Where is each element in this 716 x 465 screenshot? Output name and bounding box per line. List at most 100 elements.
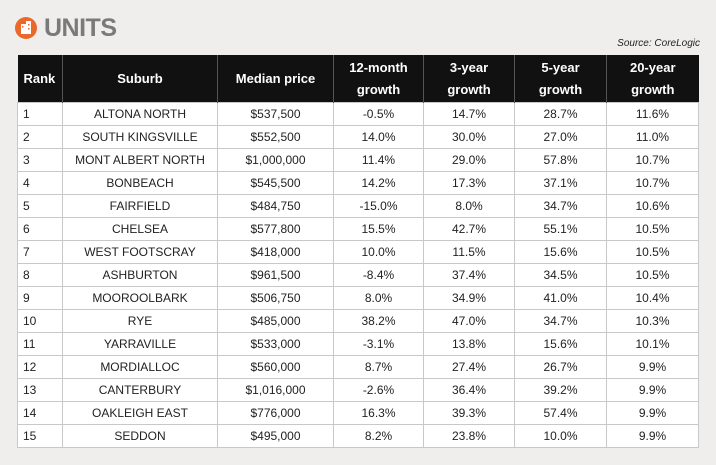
table-cell: 10 [17, 309, 63, 333]
table-cell: 41.0% [514, 286, 607, 310]
table-row: 1 ALTONA NORTH $537,500 -0.5% 14.7% 28.7% 11.6… [17, 102, 699, 126]
table-cell: 39.3% [423, 401, 515, 425]
table-cell: 57.4% [514, 401, 607, 425]
table-cell: 1 [17, 102, 63, 126]
table-cell: 36.4% [423, 378, 515, 402]
table-cell: 11.5% [423, 240, 515, 264]
table-cell: 17.3% [423, 171, 515, 195]
table-cell: CHELSEA [62, 217, 218, 241]
table-cell: 8 [17, 263, 63, 287]
table-cell: 10.0% [514, 424, 607, 448]
table-cell: 9.9% [606, 401, 699, 425]
table-row: 4 BONBEACH $545,500 14.2% 17.3% 37.1% 10.7% [17, 171, 699, 195]
table-cell: 27.4% [423, 355, 515, 379]
table-cell: 9.9% [606, 378, 699, 402]
table-cell: 28.7% [514, 102, 607, 126]
table-row: 7 WEST FOOTSCRAY $418,000 10.0% 11.5% 15.6% 10… [17, 240, 699, 264]
table-cell: -2.6% [333, 378, 424, 402]
table-cell: 11.4% [333, 148, 424, 172]
table-cell: 6 [17, 217, 63, 241]
table-row: 12 MORDIALLOC $560,000 8.7% 27.4% 26.7% 9.9% [17, 355, 699, 379]
source: Source: CoreLogic [617, 38, 700, 49]
table-cell: $1,016,000 [217, 378, 334, 402]
table-cell: 8.7% [333, 355, 424, 379]
table-cell: 10.7% [606, 148, 699, 172]
table-cell: YARRAVILLE [62, 332, 218, 356]
table-cell: 15.6% [514, 240, 607, 264]
table-cell: $545,500 [217, 171, 334, 195]
table-cell: 42.7% [423, 217, 515, 241]
table-cell: 5 [17, 194, 63, 218]
column-header: Median price [217, 55, 334, 103]
table-row: 10 RYE $485,000 38.2% 47.0% 34.7% 10.3% [17, 309, 699, 333]
table-cell: $552,500 [217, 125, 334, 149]
table-cell: 9.9% [606, 424, 699, 448]
table-cell: $484,750 [217, 194, 334, 218]
table-cell: 23.8% [423, 424, 515, 448]
table-cell: 12 [17, 355, 63, 379]
table-cell: WEST FOOTSCRAY [62, 240, 218, 264]
table-cell: 14.7% [423, 102, 515, 126]
table-cell: 27.0% [514, 125, 607, 149]
table-cell: FAIRFIELD [62, 194, 218, 218]
table-row: 5 FAIRFIELD $484,750 -15.0% 8.0% 34.7% 10.6% [17, 194, 699, 218]
table-cell: 26.7% [514, 355, 607, 379]
table-cell: SOUTH KINGSVILLE [62, 125, 218, 149]
table-cell: 13.8% [423, 332, 515, 356]
column-header: Suburb [62, 55, 218, 103]
table-cell: CANTERBURY [62, 378, 218, 402]
table-cell: $506,750 [217, 286, 334, 310]
table-cell: $776,000 [217, 401, 334, 425]
table-cell: 8.0% [423, 194, 515, 218]
table-cell: MONT ALBERT NORTH [62, 148, 218, 172]
table-row: 13 CANTERBURY $1,016,000 -2.6% 36.4% 39.2% 9.9… [17, 378, 699, 402]
table-cell: ASHBURTON [62, 263, 218, 287]
table-cell: 8.2% [333, 424, 424, 448]
table-row: 2 SOUTH KINGSVILLE $552,500 14.0% 30.0% 27.0%… [17, 125, 699, 149]
table-cell: 29.0% [423, 148, 515, 172]
table-cell: 30.0% [423, 125, 515, 149]
table-cell: $418,000 [217, 240, 334, 264]
table-cell: ALTONA NORTH [62, 102, 218, 126]
table-cell: $537,500 [217, 102, 334, 126]
data-table: Rank Suburb Median price 12-month growth 3-y… [17, 55, 699, 448]
table-cell: 57.8% [514, 148, 607, 172]
column-header: 5-year growth [514, 55, 607, 103]
table-cell: 47.0% [423, 309, 515, 333]
column-header: 20-year growth [606, 55, 699, 103]
table-cell: -0.5% [333, 102, 424, 126]
table-cell: 37.4% [423, 263, 515, 287]
table-cell: $560,000 [217, 355, 334, 379]
units-icon [15, 17, 37, 39]
table-cell: 16.3% [333, 401, 424, 425]
table-cell: 10.6% [606, 194, 699, 218]
table-cell: 37.1% [514, 171, 607, 195]
table-cell: 4 [17, 171, 63, 195]
table-row: 9 MOOROOLBARK $506,750 8.0% 34.9% 41.0% 10.4% [17, 286, 699, 310]
table-cell: 15 [17, 424, 63, 448]
table-cell: 34.7% [514, 194, 607, 218]
table-cell: $1,000,000 [217, 148, 334, 172]
table-row: 14 OAKLEIGH EAST $776,000 16.3% 39.3% 57.4% 9.… [17, 401, 699, 425]
table-cell: 14.2% [333, 171, 424, 195]
table-cell: BONBEACH [62, 171, 218, 195]
table-cell: $485,000 [217, 309, 334, 333]
column-header: 3-year growth [423, 55, 515, 103]
table-row: 8 ASHBURTON $961,500 -8.4% 37.4% 34.5% 10.5% [17, 263, 699, 287]
table-cell: 10.0% [333, 240, 424, 264]
table-cell: 9 [17, 286, 63, 310]
table-cell: -15.0% [333, 194, 424, 218]
table-cell: 10.5% [606, 240, 699, 264]
table-cell: 14 [17, 401, 63, 425]
table-cell: 11.6% [606, 102, 699, 126]
table-cell: 10.5% [606, 217, 699, 241]
table-row: 11 YARRAVILLE $533,000 -3.1% 13.8% 15.6% 10.1% [17, 332, 699, 356]
table-cell: 14.0% [333, 125, 424, 149]
table-cell: RYE [62, 309, 218, 333]
table-cell: OAKLEIGH EAST [62, 401, 218, 425]
table-cell: 13 [17, 378, 63, 402]
table-cell: SEDDON [62, 424, 218, 448]
table-cell: 10.5% [606, 263, 699, 287]
table-cell: -8.4% [333, 263, 424, 287]
